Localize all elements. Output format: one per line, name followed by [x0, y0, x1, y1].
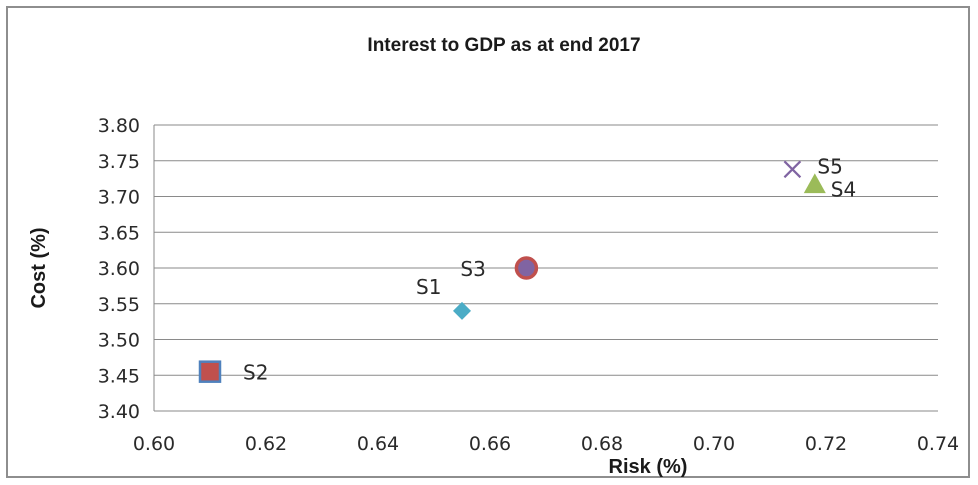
x-tick-label: 0.62 — [245, 433, 287, 455]
y-tick-label: 3.75 — [98, 151, 140, 173]
x-tick-label: 0.72 — [805, 433, 847, 455]
x-tick-label: 0.60 — [133, 433, 175, 455]
y-tick-label: 3.45 — [98, 365, 140, 387]
point-s2-marker — [198, 360, 222, 383]
y-axis-title: Cost (%) — [28, 227, 50, 308]
point-s4-label: S4 — [831, 177, 856, 201]
chart-frame: Interest to GDP as at end 2017 3.80 3.75 3… — [6, 6, 970, 478]
point-s4-marker — [803, 173, 826, 194]
point-s3-marker — [514, 256, 539, 280]
point-s5-label: S5 — [817, 154, 842, 178]
scatter-chart: Interest to GDP as at end 2017 3.803.753… — [28, 35, 959, 478]
point-s1-label: S1 — [416, 275, 441, 299]
x-tick-label: 0.66 — [469, 433, 511, 455]
x-tick-label: 0.68 — [581, 433, 623, 455]
y-tick-label: 3.70 — [98, 187, 140, 209]
gridlines — [153, 124, 938, 412]
x-tick-label: 0.64 — [357, 433, 399, 455]
chart-title: Interest to GDP as at end 2017 — [367, 35, 640, 56]
point-s1-marker — [453, 301, 471, 320]
data-points — [198, 160, 826, 383]
y-tick-label: 3.55 — [98, 294, 140, 316]
y-tick-label: 3.65 — [98, 222, 140, 244]
point-s5-marker — [783, 160, 802, 179]
y-tick-label: 3.40 — [98, 401, 140, 423]
y-tick-label: 3.50 — [98, 330, 140, 352]
y-tick-label: 3.60 — [98, 258, 140, 280]
point-s2-label: S2 — [243, 361, 268, 385]
x-axis-ticks: 0.60 0.62 0.64 0.66 0.68 0.70 0.72 0.74 — [133, 433, 959, 455]
x-tick-label: 0.74 — [917, 433, 959, 455]
y-axis-ticks: 3.80 3.75 3.70 3.65 3.60 3.55 3.50 3.45 3.40 — [98, 115, 140, 423]
x-tick-label: 0.70 — [693, 433, 735, 455]
y-tick-label: 3.80 — [98, 115, 140, 137]
point-s3-label: S3 — [460, 257, 485, 281]
x-axis-title: Risk (%) — [609, 456, 688, 478]
